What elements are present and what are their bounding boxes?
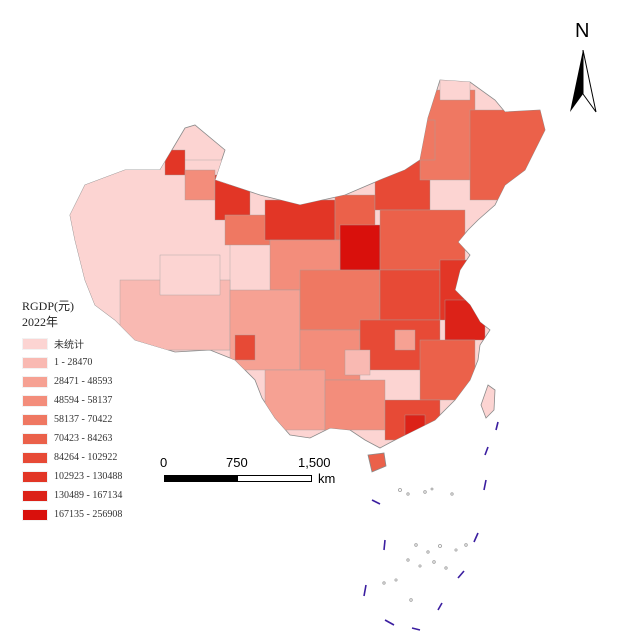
legend-label: 70423 - 84263: [54, 433, 113, 444]
legend-swatch: [22, 432, 48, 445]
legend-item: 58137 - 70422: [22, 410, 192, 429]
legend-label: 未统计: [54, 340, 84, 351]
legend-item: 未统计: [22, 334, 192, 353]
north-letter: N: [575, 20, 590, 42]
legend-item: 1 - 28470: [22, 353, 192, 372]
legend-label: 84264 - 102922: [54, 452, 118, 463]
scale-bar-graphic: [164, 475, 312, 482]
legend-label: 130489 - 167134: [54, 490, 123, 501]
legend-label: 167135 - 256908: [54, 509, 123, 520]
scale-tick-750: 750: [226, 455, 248, 470]
legend-subtitle: 2022年: [22, 315, 59, 329]
legend-label: 28471 - 48593: [54, 376, 113, 387]
legend-swatch: [22, 489, 48, 502]
legend-label: 102923 - 130488: [54, 471, 123, 482]
legend-swatch: [22, 451, 48, 464]
legend-item: 130489 - 167134: [22, 486, 192, 505]
north-arrow: N: [566, 20, 600, 113]
legend-item: 28471 - 48593: [22, 372, 192, 391]
legend-item: 70423 - 84263: [22, 429, 192, 448]
legend-swatch: [22, 337, 48, 350]
map-legend: RGDP(元) 2022年 未统计 1 - 28470 28471 - 48593 4…: [22, 298, 192, 524]
taiwan-region: [480, 384, 496, 419]
scale-tick-1500: 1,500: [298, 455, 331, 470]
legend-swatch: [22, 413, 48, 426]
legend-label: 58137 - 70422: [54, 414, 113, 425]
legend-swatch: [22, 508, 48, 521]
legend-swatch: [22, 470, 48, 483]
legend-item: 102923 - 130488: [22, 467, 192, 486]
south-china-sea-islands: [382, 487, 468, 602]
north-arrow-icon: [570, 50, 597, 113]
legend-title: RGDP(元): [22, 299, 75, 313]
legend-label: 1 - 28470: [54, 357, 93, 368]
south-china-sea-boundary: [363, 421, 499, 631]
legend-item: 84264 - 102922: [22, 448, 192, 467]
legend-item: 167135 - 256908: [22, 505, 192, 524]
legend-swatch: [22, 375, 48, 388]
legend-label: 48594 - 58137: [54, 395, 113, 406]
hainan-region: [367, 452, 387, 473]
scale-bar: 0 750 1,500 km: [160, 455, 360, 495]
legend-swatch: [22, 394, 48, 407]
legend-swatch: [22, 356, 48, 369]
scale-tick-0: 0: [160, 455, 168, 470]
scale-unit: km: [318, 471, 336, 486]
legend-item: 48594 - 58137: [22, 391, 192, 410]
